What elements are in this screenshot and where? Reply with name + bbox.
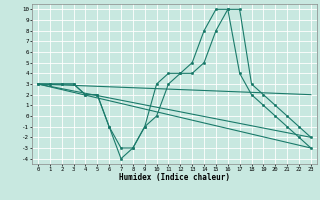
X-axis label: Humidex (Indice chaleur): Humidex (Indice chaleur): [119, 173, 230, 182]
